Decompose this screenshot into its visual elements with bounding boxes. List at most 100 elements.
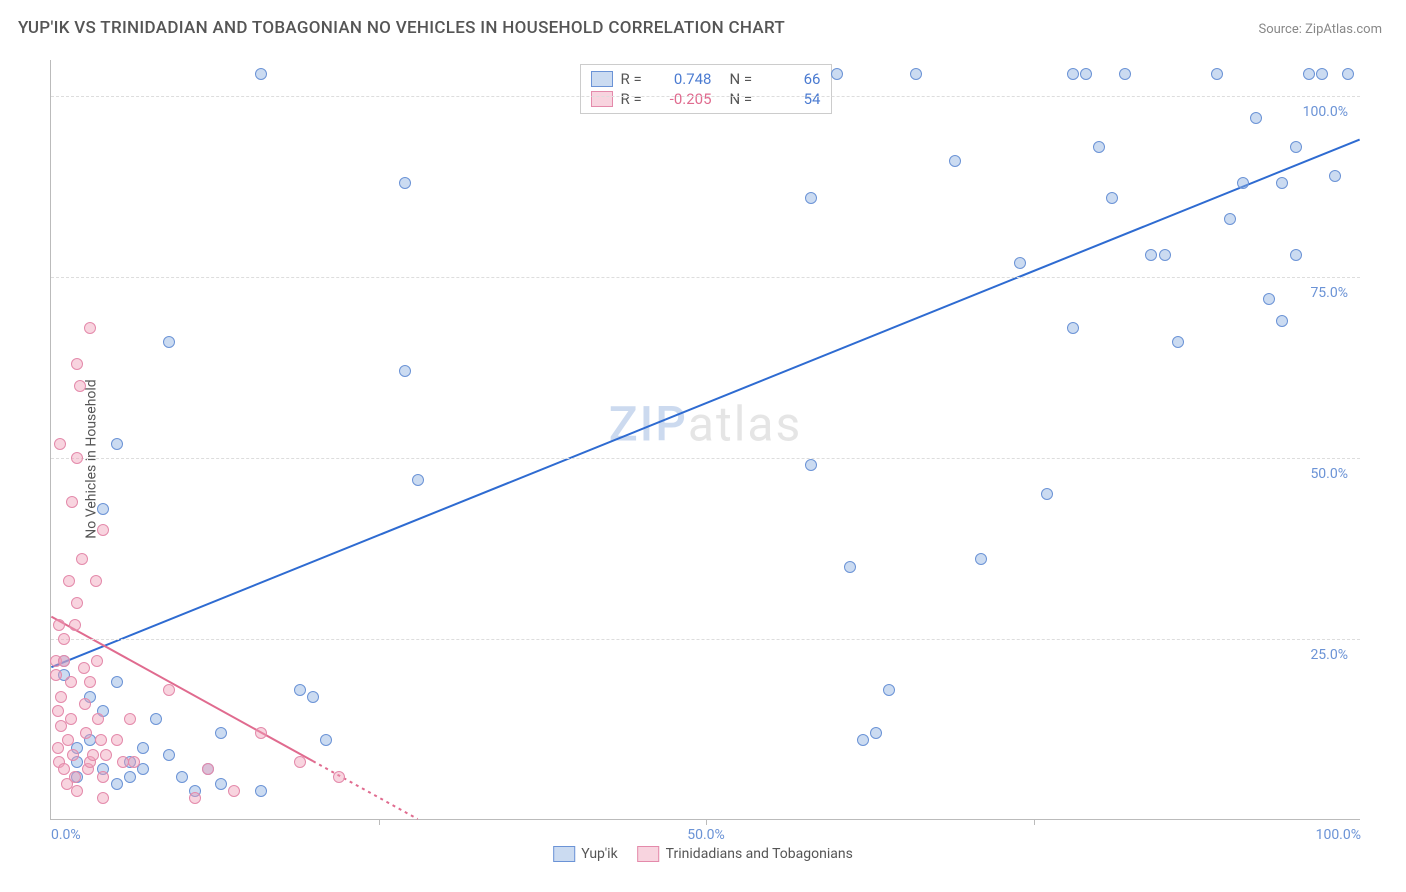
x-tick-label: 100.0% <box>1316 827 1361 843</box>
x-tick-mark <box>1034 819 1035 825</box>
data-point <box>163 336 175 348</box>
data-point <box>1290 249 1302 261</box>
gridline <box>51 639 1360 640</box>
data-point <box>294 756 306 768</box>
data-point <box>97 771 109 783</box>
correlation-legend: R = 0.748 N = 66 R = -0.205 N = 54 <box>580 64 832 114</box>
data-point <box>111 676 123 688</box>
legend-n-label: N = <box>730 70 758 88</box>
data-point <box>95 734 107 746</box>
data-point <box>857 734 869 746</box>
data-point <box>76 553 88 565</box>
data-point <box>910 68 922 80</box>
legend-swatch <box>591 71 613 87</box>
series-legend-item: Yup'ik <box>553 846 617 862</box>
data-point <box>307 691 319 703</box>
data-point <box>52 742 64 754</box>
data-point <box>1224 213 1236 225</box>
data-point <box>949 155 961 167</box>
data-point <box>58 655 70 667</box>
data-point <box>215 727 227 739</box>
legend-row: R = 0.748 N = 66 <box>591 69 821 89</box>
data-point <box>1041 488 1053 500</box>
data-point <box>97 503 109 515</box>
legend-r-value: 0.748 <box>657 70 712 88</box>
data-point <box>1067 68 1079 80</box>
data-point <box>831 68 843 80</box>
data-point <box>71 358 83 370</box>
data-point <box>63 575 75 587</box>
legend-n-label: N = <box>730 90 758 108</box>
legend-r-label: R = <box>621 90 649 108</box>
legend-r-label: R = <box>621 70 649 88</box>
data-point <box>111 778 123 790</box>
data-point <box>66 496 78 508</box>
data-point <box>805 192 817 204</box>
data-point <box>71 785 83 797</box>
data-point <box>67 749 79 761</box>
data-point <box>97 524 109 536</box>
data-point <box>1119 68 1131 80</box>
data-point <box>1303 68 1315 80</box>
data-point <box>124 771 136 783</box>
data-point <box>111 438 123 450</box>
data-point <box>215 778 227 790</box>
legend-swatch <box>638 846 660 862</box>
data-point <box>163 684 175 696</box>
data-point <box>1080 68 1092 80</box>
data-point <box>1263 293 1275 305</box>
y-tick-label: 25.0% <box>1310 647 1348 663</box>
data-point <box>69 771 81 783</box>
data-point <box>54 438 66 450</box>
data-point <box>1211 68 1223 80</box>
data-point <box>58 633 70 645</box>
data-point <box>91 655 103 667</box>
data-point <box>71 597 83 609</box>
data-point <box>412 474 424 486</box>
data-point <box>80 727 92 739</box>
legend-n-value: 54 <box>766 90 821 108</box>
data-point <box>69 619 81 631</box>
series-legend-label: Trinidadians and Tobagonians <box>666 846 853 862</box>
data-point <box>883 684 895 696</box>
data-point <box>805 459 817 471</box>
data-point <box>294 684 306 696</box>
data-point <box>320 734 332 746</box>
data-point <box>1329 170 1341 182</box>
data-point <box>228 785 240 797</box>
legend-r-value: -0.205 <box>657 90 712 108</box>
data-point <box>79 698 91 710</box>
data-point <box>844 561 856 573</box>
data-point <box>1159 249 1171 261</box>
data-point <box>55 691 67 703</box>
data-point <box>975 553 987 565</box>
data-point <box>150 713 162 725</box>
data-point <box>137 742 149 754</box>
x-tick-label: 50.0% <box>687 827 725 843</box>
data-point <box>1250 112 1262 124</box>
data-point <box>255 727 267 739</box>
page-title: YUP'IK VS TRINIDADIAN AND TOBAGONIAN NO … <box>18 18 785 38</box>
data-point <box>65 676 77 688</box>
data-point <box>53 619 65 631</box>
data-point <box>1316 68 1328 80</box>
data-point <box>1276 315 1288 327</box>
data-point <box>62 734 74 746</box>
data-point <box>1172 336 1184 348</box>
data-point <box>100 749 112 761</box>
data-point <box>65 713 77 725</box>
y-tick-label: 75.0% <box>1310 285 1348 301</box>
data-point <box>71 452 83 464</box>
data-point <box>176 771 188 783</box>
legend-n-value: 66 <box>766 70 821 88</box>
data-point <box>50 669 62 681</box>
data-point <box>52 705 64 717</box>
source-text: Source: ZipAtlas.com <box>1258 22 1382 37</box>
data-point <box>399 365 411 377</box>
gridline <box>51 96 1360 97</box>
data-point <box>124 713 136 725</box>
data-point <box>333 771 345 783</box>
x-tick-mark <box>706 819 707 825</box>
data-point <box>399 177 411 189</box>
legend-row: R = -0.205 N = 54 <box>591 89 821 109</box>
